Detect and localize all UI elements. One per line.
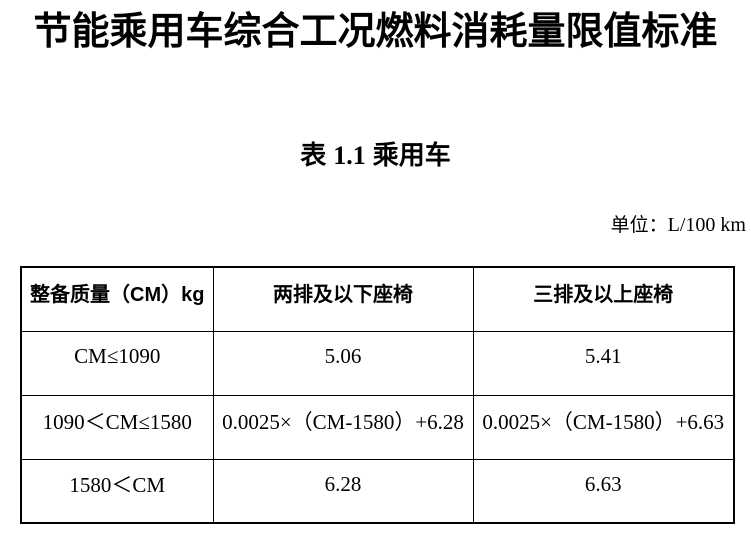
column-header-curb-mass: 整备质量（CM）kg [20,266,214,332]
page-title: 节能乘用车综合工况燃料消耗量限值标准 [33,11,718,53]
table-cell-mass-range: CM≤1090 [20,330,214,396]
column-header-three-row-seats: 三排及以上座椅 [472,266,735,332]
table-header-row: 整备质量（CM）kg 两排及以下座椅 三排及以上座椅 [20,266,735,332]
fuel-consumption-limits-table: 整备质量（CM）kg 两排及以下座椅 三排及以上座椅 CM≤1090 5.06 … [20,266,735,524]
table-row: 1090＜CM≤1580 0.0025×（CM-1580）+6.28 0.002… [20,394,735,460]
unit-label: 单位： [610,215,668,236]
table-cell-limit-two-rows: 5.06 [212,330,474,396]
table-cell-mass-range: 1580＜CM [20,458,214,524]
table-caption-suffix: 乘用车 [372,140,451,170]
unit-note: 单位：L/100 km [611,212,746,239]
column-header-two-row-seats: 两排及以下座椅 [212,266,474,332]
table-cell-limit-three-rows: 5.41 [472,330,735,396]
table-cell-limit-three-rows: 0.0025×（CM-1580）+6.63 [472,394,735,460]
table-cell-limit-two-rows: 6.28 [212,458,474,524]
table-cell-mass-range: 1090＜CM≤1580 [20,394,214,460]
table-row: CM≤1090 5.06 5.41 [20,330,735,396]
table-row: 1580＜CM 6.28 6.63 [20,458,735,524]
table-caption-number: 1.1 [333,141,366,170]
unit-value: L/100 km [667,214,746,236]
table-caption: 表 1.1 乘用车 [0,139,751,173]
table-cell-limit-two-rows: 0.0025×（CM-1580）+6.28 [212,394,474,460]
table-caption-prefix: 表 [300,140,327,170]
table-cell-limit-three-rows: 6.63 [472,458,735,524]
